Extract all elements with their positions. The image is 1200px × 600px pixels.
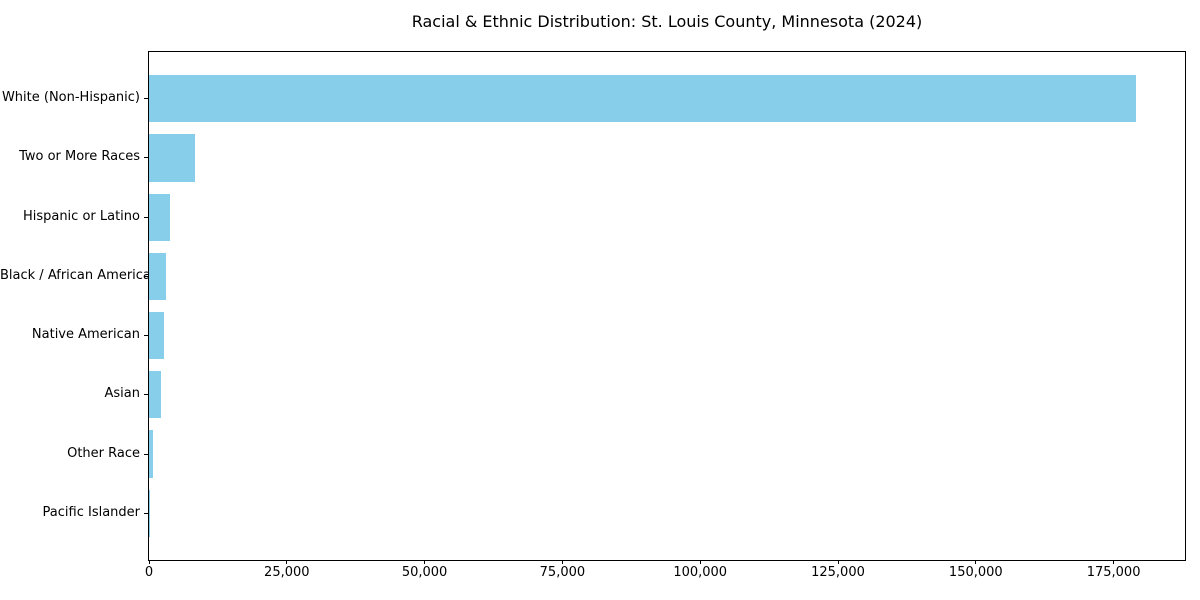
bar — [149, 134, 195, 182]
x-tick-mark — [424, 560, 426, 564]
y-tick-label: Other Race — [67, 445, 140, 461]
plot-area — [144, 51, 1186, 564]
y-tick-mark — [144, 335, 148, 337]
bar — [149, 75, 1136, 123]
x-tick-label: 0 — [144, 565, 154, 580]
x-axis-labels: 0 25,000 50,000 75,000 100,000 125,000 150,000… — [145, 565, 1185, 585]
y-tick-label: Asian — [104, 386, 140, 402]
y-tick-mark — [144, 394, 148, 396]
bar — [149, 252, 166, 301]
x-tick-mark — [148, 560, 150, 564]
y-tick-mark — [144, 157, 148, 159]
y-axis-labels: White (Non-Hispanic) Two or More Races His… — [0, 51, 160, 559]
x-tick-mark — [286, 560, 288, 564]
bar — [149, 371, 161, 419]
x-tick-label: 75,000 — [539, 565, 586, 580]
x-tick-label: 25,000 — [264, 565, 310, 580]
x-tick-mark — [699, 560, 701, 564]
x-tick-label: 150,000 — [948, 565, 1003, 580]
x-tick-mark — [975, 560, 977, 564]
y-tick-mark — [144, 275, 148, 277]
x-tick-label: 175,000 — [1086, 565, 1141, 580]
y-tick-label: Black / African American — [0, 267, 160, 283]
x-tick-mark — [837, 560, 839, 564]
x-tick-mark — [561, 560, 563, 564]
y-tick-label: Native American — [31, 327, 140, 343]
x-tick-label: 100,000 — [673, 565, 728, 580]
y-tick-label: Pacific Islander — [42, 504, 140, 520]
y-tick-mark — [144, 453, 148, 455]
x-tick-label: 125,000 — [811, 565, 865, 580]
bar — [149, 430, 153, 478]
y-tick-mark — [144, 512, 148, 514]
x-tick-mark — [1113, 560, 1115, 564]
y-tick-mark — [144, 98, 148, 100]
x-tick-label: 50,000 — [401, 565, 448, 580]
y-tick-label: Hispanic or Latino — [22, 208, 140, 224]
chart-title: Racial & Ethnic Distribution: St. Louis … — [411, 12, 923, 31]
y-tick-mark — [144, 216, 148, 218]
y-tick-label: White (Non-Hispanic) — [1, 90, 140, 106]
y-tick-label: Two or More Races — [19, 149, 140, 165]
bar — [149, 311, 164, 360]
bar — [149, 193, 170, 241]
